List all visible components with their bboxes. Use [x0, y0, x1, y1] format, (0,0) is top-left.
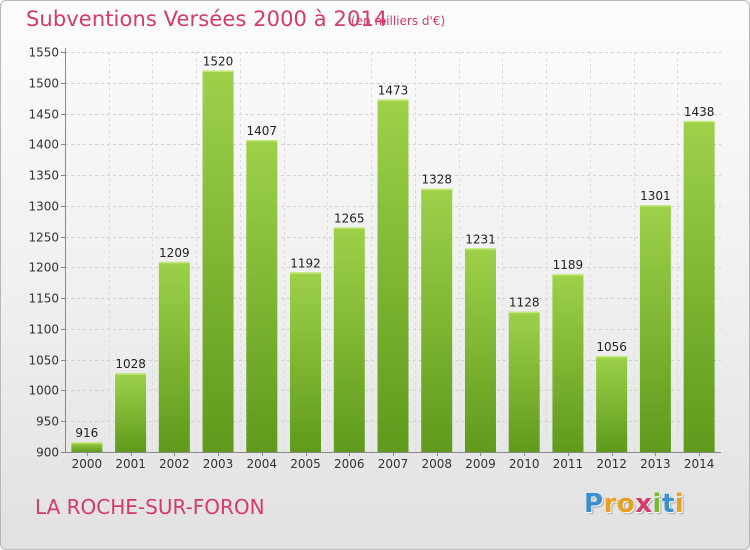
x-tick-label: 2007	[378, 457, 409, 471]
bar-highlight	[421, 188, 453, 191]
y-tick-label: 1200	[28, 261, 59, 275]
bar	[683, 120, 715, 452]
y-tick-label: 1350	[28, 169, 59, 183]
logo-letter: i	[674, 489, 685, 519]
y-tick-label: 900	[36, 446, 59, 460]
x-tick-label: 2013	[640, 457, 671, 471]
bar-highlight	[683, 120, 715, 123]
bar	[158, 261, 190, 452]
bar	[596, 356, 628, 452]
bar-highlight	[290, 272, 322, 274]
data-label: 1209	[159, 246, 190, 260]
bar-highlight	[552, 274, 584, 276]
data-label: 1192	[290, 256, 321, 270]
bar-highlight	[115, 373, 147, 375]
data-label: 1028	[115, 357, 146, 371]
bar	[71, 442, 103, 452]
x-tick-label: 2012	[596, 457, 627, 471]
data-label: 1473	[378, 83, 409, 97]
y-tick-label: 1500	[28, 77, 59, 91]
data-label: 1189	[553, 258, 584, 272]
y-tick-label: 950	[36, 415, 59, 429]
logo-letter: r	[603, 489, 617, 519]
y-tick-label: 1100	[28, 323, 59, 337]
bar-highlight	[158, 261, 190, 264]
logo-letter: o	[616, 489, 636, 519]
bar	[202, 70, 234, 452]
logo-letter: P	[584, 489, 604, 519]
bar	[115, 373, 147, 452]
bar-highlight	[508, 311, 540, 314]
commune-name: LA ROCHE-SUR-FORON	[35, 495, 265, 519]
x-tick-label: 2004	[247, 457, 278, 471]
x-tick-label: 2014	[684, 457, 715, 471]
bar-highlight	[202, 70, 234, 72]
x-tick-label: 2006	[334, 457, 365, 471]
x-tick-label: 2011	[553, 457, 584, 471]
data-label: 1265	[334, 211, 365, 225]
x-tick-label: 2005	[290, 457, 321, 471]
bar	[552, 274, 584, 452]
x-tick-label: 2001	[115, 457, 146, 471]
bar	[377, 99, 409, 452]
x-tick-label: 2010	[509, 457, 540, 471]
data-label: 916	[75, 426, 98, 440]
bar-highlight	[71, 442, 103, 444]
data-label: 1301	[640, 189, 671, 203]
y-tick-label: 1400	[28, 138, 59, 152]
logo-letter: i	[652, 489, 662, 519]
y-tick-label: 1000	[28, 384, 59, 398]
logo-letter: x	[635, 489, 653, 519]
bar	[290, 272, 322, 452]
data-label: 1438	[684, 105, 715, 119]
data-label: 1328	[421, 173, 452, 187]
proxiti-logo: Proxiti	[584, 489, 684, 519]
bar	[421, 188, 453, 452]
bar-highlight	[464, 248, 496, 250]
data-label: 1231	[465, 232, 496, 246]
data-label: 1056	[596, 340, 627, 354]
bar	[639, 205, 671, 452]
axes: 900 950 1000 1050 1100 1150 1200 1250 1300 1350 14…	[28, 46, 721, 471]
chart-title: Subventions Versées 2000 à 2014	[26, 7, 388, 31]
bar-highlight	[333, 227, 365, 229]
y-tick-label: 1250	[28, 231, 59, 245]
y-tick-label: 1050	[28, 354, 59, 368]
x-tick-label: 2003	[203, 457, 234, 471]
x-tick-label: 2002	[159, 457, 190, 471]
data-label: 1407	[247, 124, 278, 138]
x-tick-label: 2000	[72, 457, 103, 471]
data-label: 1128	[509, 296, 540, 310]
y-tick-label: 1300	[28, 200, 59, 214]
data-labels: 916 1028 1209 1520 1407 1192 1265 1473 1328 1231 1…	[75, 54, 714, 440]
y-tick-label: 1150	[28, 292, 59, 306]
data-label: 1520	[203, 54, 234, 68]
bar	[508, 311, 540, 452]
bar-highlight	[639, 205, 671, 207]
bar	[246, 140, 278, 452]
x-tick-label: 2008	[421, 457, 452, 471]
bar-highlight	[246, 140, 278, 142]
unit-note: (en milliers d'€)	[351, 14, 446, 28]
logo-letter: t	[661, 489, 675, 519]
bars	[71, 70, 715, 452]
x-tick-label: 2009	[465, 457, 496, 471]
y-tick-label: 1550	[28, 46, 59, 60]
bar	[464, 248, 496, 452]
y-tick-label: 1450	[28, 108, 59, 122]
bar	[333, 227, 365, 452]
bar-highlight	[377, 99, 409, 101]
bar-highlight	[596, 356, 628, 358]
